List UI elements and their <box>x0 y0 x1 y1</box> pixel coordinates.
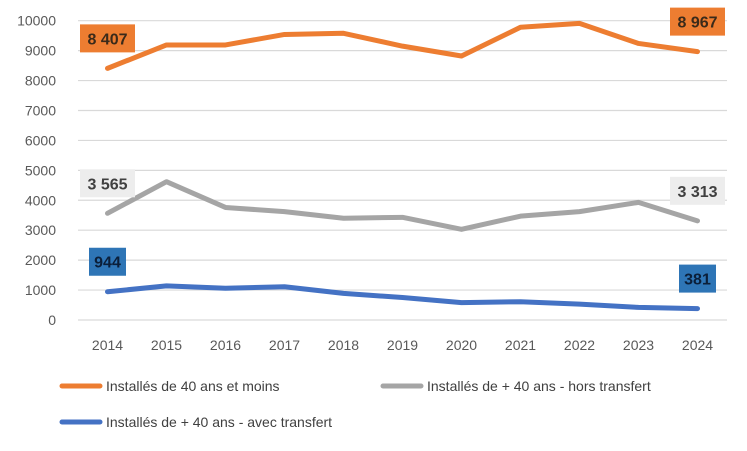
data-label: 8 967 <box>677 15 717 32</box>
legend-label: Installés de + 40 ans - avec transfert <box>106 414 332 430</box>
x-tick-label: 2014 <box>92 337 123 353</box>
x-tick-label: 2016 <box>210 337 241 353</box>
y-tick-label: 9000 <box>25 43 56 59</box>
y-tick-label: 5000 <box>25 162 56 178</box>
x-axis: 2014 2015 2016 2017 2018 2019 2020 2021 2022 2023… <box>92 337 713 353</box>
y-tick-label: 0 <box>48 312 56 328</box>
x-tick-label: 2018 <box>328 337 359 353</box>
y-tick-label: 4000 <box>25 192 56 208</box>
x-tick-label: 2020 <box>446 337 477 353</box>
legend-label: Installés de + 40 ans - hors transfert <box>427 378 651 394</box>
x-tick-label: 2019 <box>387 337 418 353</box>
y-tick-label: 6000 <box>25 132 56 148</box>
x-tick-label: 2021 <box>505 337 536 353</box>
x-tick-label: 2023 <box>623 337 654 353</box>
x-tick-label: 2017 <box>269 337 300 353</box>
data-label: 3 565 <box>87 176 127 193</box>
y-tick-label: 2000 <box>25 252 56 268</box>
x-tick-label: 2024 <box>682 337 713 353</box>
x-tick-label: 2022 <box>564 337 595 353</box>
y-tick-label: 3000 <box>25 222 56 238</box>
series-line <box>108 23 698 68</box>
data-label: 8 407 <box>87 31 127 48</box>
y-tick-label: 1000 <box>25 282 56 298</box>
y-tick-label: 10000 <box>17 13 56 29</box>
data-label: 944 <box>94 255 121 272</box>
series-lines <box>107 23 697 308</box>
data-label: 381 <box>684 272 711 289</box>
legend-label: Installés de 40 ans et moins <box>106 378 280 394</box>
series-line <box>108 286 698 309</box>
legend: Installés de 40 ans et moins Installés de… <box>62 378 651 430</box>
gridlines <box>78 21 727 320</box>
series-line <box>108 182 698 230</box>
y-tick-label: 7000 <box>25 102 56 118</box>
data-label: 3 313 <box>677 184 717 201</box>
y-axis: 0 1000 2000 3000 4000 5000 6000 7000 8000 9000 100… <box>17 13 56 328</box>
x-tick-label: 2015 <box>151 337 182 353</box>
y-tick-label: 8000 <box>25 73 56 89</box>
